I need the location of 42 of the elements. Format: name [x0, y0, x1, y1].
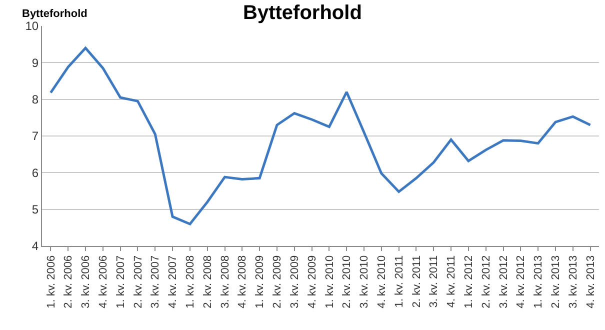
- x-tick-label: 4. kv. 2013: [584, 255, 597, 308]
- y-tick-label: 9: [32, 56, 39, 70]
- x-tick-label: 3. kv. 2011: [428, 255, 440, 308]
- x-tick-label: 3. kv. 2012: [498, 255, 510, 308]
- y-tick-label: 7: [32, 129, 39, 144]
- chart-title: Bytteforhold: [243, 2, 362, 24]
- x-tick-label: 3. kv. 2008: [219, 255, 232, 308]
- y-tick-label: 8: [32, 92, 39, 107]
- line-series: [49, 46, 592, 226]
- x-tick-label: 2. kv. 2007: [132, 255, 144, 308]
- x-tick-label: 2. kv. 2009: [272, 255, 284, 308]
- x-tick-label: 1. kv. 2008: [184, 255, 197, 308]
- x-tick-label: 4. kv. 2011: [446, 255, 458, 308]
- x-tick-label: 1. kv. 2013: [532, 255, 545, 308]
- x-tick-label: 3. kv. 2006: [80, 255, 92, 308]
- x-tick-label: 2. kv. 2012: [480, 255, 492, 308]
- x-tick-label: 4. kv. 2007: [167, 255, 180, 308]
- x-tick-label: 1. kv. 2012: [463, 255, 476, 308]
- x-tick-label: 2. kv. 2011: [410, 255, 423, 308]
- x-tick-label: 2. kv. 2006: [62, 255, 75, 308]
- x-tick-label: 2. kv. 2010: [341, 255, 354, 308]
- x-tick-label: 1. kv. 2009: [254, 255, 266, 308]
- x-tick-label: 4. kv. 2008: [236, 255, 249, 308]
- x-tick-label: 3. kv. 2010: [358, 255, 371, 308]
- x-tick-label: 4. kv. 2009: [306, 255, 318, 308]
- x-tick-label: 3. kv. 2007: [150, 255, 162, 308]
- x-tick-label: 4. kv. 2010: [376, 255, 388, 308]
- x-tick-label: 1. kv. 2011: [393, 255, 406, 308]
- x-tick-label: 4. kv. 2006: [97, 255, 110, 308]
- x-tick-label: 3. kv. 2013: [567, 255, 580, 308]
- y-tick-label: 6: [32, 166, 39, 180]
- x-tick-label: 1. kv. 2007: [114, 255, 127, 308]
- y-tick-label: 4: [32, 239, 39, 254]
- x-tick-label: 2. kv. 2013: [550, 255, 562, 308]
- x-tick-label: 3. kv. 2009: [288, 255, 301, 308]
- y-tick-label: 5: [32, 202, 39, 217]
- x-tick-label: 1. kv. 2006: [45, 255, 58, 308]
- x-tick-label: 2. kv. 2008: [202, 255, 214, 308]
- x-tick-label: 1. kv. 2010: [324, 255, 336, 308]
- y-axis-title: Bytteforhold: [22, 8, 88, 20]
- y-tick-label: 10: [25, 19, 39, 34]
- x-tick-label: 4. kv. 2012: [515, 255, 528, 308]
